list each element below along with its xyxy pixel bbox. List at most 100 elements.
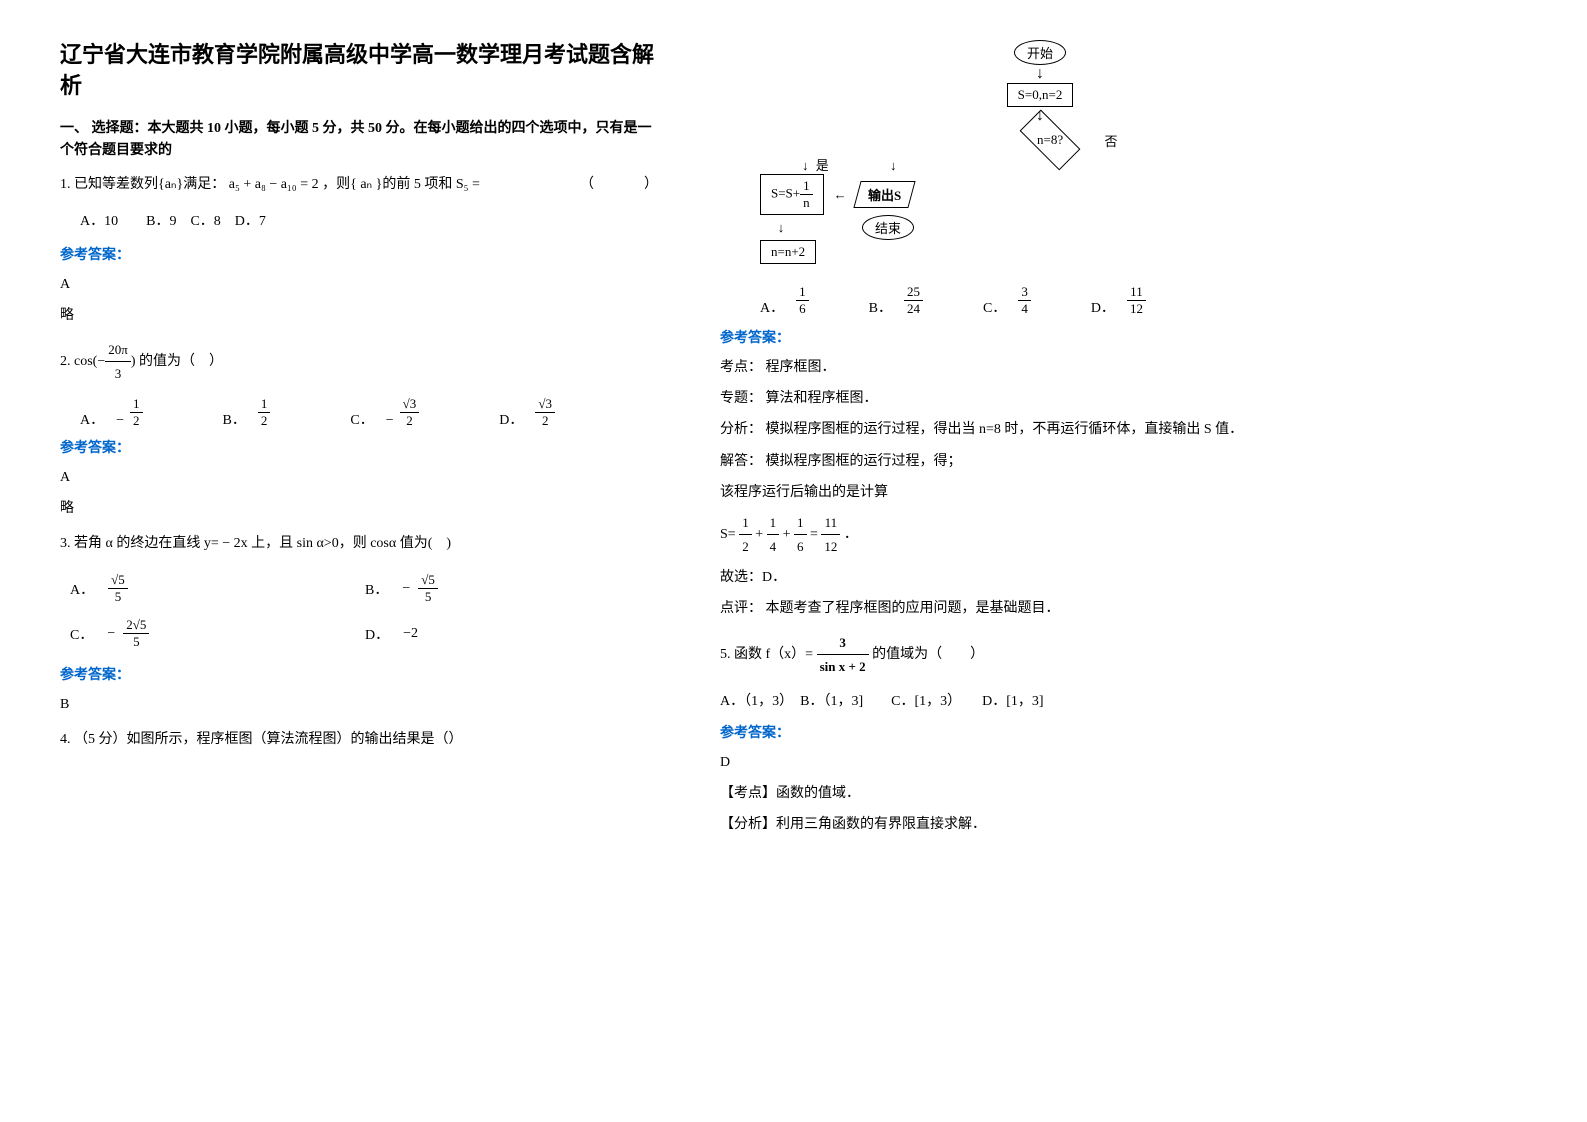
dianping-text: 本题考查了程序框图的应用问题，是基础题目． <box>766 601 1060 616</box>
q4-a-label: A． <box>760 297 784 317</box>
q3-b-den: 5 <box>418 589 438 605</box>
f1d: 2 <box>739 535 752 558</box>
q1-mid: ，则{ aₙ }的前 5 项和 <box>322 177 452 192</box>
fc-arrow-left: ← <box>834 187 847 203</box>
fc-cond-row: n=8? 否 <box>760 125 1320 155</box>
f4n: 11 <box>821 511 840 535</box>
f3n: 1 <box>794 511 807 535</box>
q1-prefix: 1. 已知等差数列{aₙ}满足： <box>60 177 225 192</box>
q3-opt-d: D． −2 <box>365 617 660 650</box>
q2-opt-b: B． 12 <box>223 396 271 429</box>
f3d: 6 <box>794 535 807 558</box>
q2-a-num: 1 <box>130 396 143 413</box>
zhuanti-label: 专题： <box>720 391 762 406</box>
q2-frac-num: 20π <box>105 338 131 362</box>
q3-c-label: C． <box>70 624 93 644</box>
section-heading: 一、 选择题：本大题共 10 小题，每小题 5 分，共 50 分。在每小题给出的… <box>60 118 660 163</box>
q2-opt-a-sign: − <box>116 413 124 429</box>
dianping-label: 点评： <box>720 601 762 616</box>
q3-d-label: D． <box>365 624 389 644</box>
q4-opt-c: C． 34 <box>983 284 1031 317</box>
q4-jieda: 解答： 模拟程序图框的运行过程，得； <box>720 449 1320 474</box>
eq: = <box>810 527 818 542</box>
fc-output: 输出S <box>853 181 915 208</box>
q2-frac: 20π3 <box>105 338 131 386</box>
q3-b-frac: √55 <box>418 572 438 605</box>
fc-update-row: S=S+1n ← 输出S <box>760 174 1320 215</box>
q4-b-frac: 2524 <box>904 284 923 317</box>
fc-output-text: 输出S <box>868 185 901 204</box>
q1-suffix: = <box>472 177 480 192</box>
fc-cond: n=8? <box>1037 132 1063 148</box>
jieda-label: 解答： <box>720 454 762 469</box>
fc-upd-num: 1 <box>800 178 813 195</box>
q3-d-text: −2 <box>403 626 418 642</box>
q2-d-num: √3 <box>535 396 555 413</box>
question-3: 3. 若角 α 的终边在直线 y= − 2x 上，且 sin α>0，则 cos… <box>60 531 660 556</box>
q4-f2: 14 <box>767 511 780 559</box>
plus2: + <box>783 527 791 542</box>
fc-arrow-down-3: ↓ <box>760 220 802 236</box>
fenxi-text: 模拟程序图框的运行过程，得出当 n=8 时，不再运行循环体，直接输出 S 值． <box>766 422 1244 437</box>
fc-no-label: 否 <box>1105 131 1118 150</box>
answer-label-3: 参考答案： <box>60 664 660 684</box>
fenxi-label: 分析： <box>720 422 762 437</box>
q4-f3: 16 <box>794 511 807 559</box>
q5-den: sin x + 2 <box>817 655 869 678</box>
q3-opt-a: A． √55 <box>70 572 365 605</box>
q5-fenxi: 【分析】利用三角函数的有界限直接求解． <box>720 812 1320 837</box>
q3-b-label: B． <box>365 579 388 599</box>
q4-b-label: B． <box>869 297 892 317</box>
document-title: 辽宁省大连市教育学院附属高级中学高一数学理月考试题含解析 <box>60 40 660 102</box>
q4-c-frac: 34 <box>1018 284 1031 317</box>
q3-b-num: √5 <box>418 572 438 589</box>
q5-frac: 3sin x + 2 <box>817 631 869 679</box>
q2-b-num: 1 <box>258 396 271 413</box>
q2-opt-d: D． √32 <box>499 396 555 429</box>
q4-dianping: 点评： 本题考查了程序框图的应用问题，是基础题目． <box>720 596 1320 621</box>
q3-a-num: √5 <box>108 572 128 589</box>
q4-opt-b: B． 2524 <box>869 284 923 317</box>
question-4: 4. （5 分）如图所示，程序框图（算法流程图）的输出结果是（） <box>60 727 660 752</box>
fc-update: S=S+1n <box>760 174 824 215</box>
q2-opt-a-frac: 12 <box>130 396 143 429</box>
q3-c-frac: 2√55 <box>123 617 149 650</box>
answer-label-5: 参考答案： <box>720 722 1320 742</box>
fc-end: 结束 <box>862 215 914 240</box>
q4-guxuan: 故选：D． <box>720 565 1320 590</box>
question-5: 5. 函数 f（x）= 3sin x + 2 的值域为（ ） <box>720 631 1320 679</box>
q3-opt-c: C． − 2√55 <box>70 617 365 650</box>
zhuanti-text: 算法和程序框图． <box>766 391 878 406</box>
fc-start-row: 开始 <box>760 40 1320 65</box>
q2-opt-a: A． − 12 <box>80 396 143 429</box>
fc-step-row: n=n+2 <box>760 240 1320 264</box>
fc-arrow-down-2: ↓ <box>890 158 897 173</box>
q4-f1: 12 <box>739 511 752 559</box>
q5-prefix: 5. 函数 f（x）= <box>720 647 813 662</box>
q2-suffix: 的值为（ ） <box>139 354 223 369</box>
q4-c-den: 4 <box>1018 301 1031 317</box>
q5-kaodian: 【考点】函数的值域． <box>720 781 1320 806</box>
f1n: 1 <box>739 511 752 535</box>
q2-close: ) <box>131 354 136 369</box>
fc-update-frac: 1n <box>800 178 813 211</box>
q2-opt-d-frac: √32 <box>535 396 555 429</box>
kaodian-text: 程序框图． <box>766 360 836 375</box>
answer-label-4: 参考答案： <box>720 327 1320 347</box>
q2-opt-b-frac: 12 <box>258 396 271 429</box>
answer-label-2: 参考答案： <box>60 437 660 457</box>
q5-options: A．（1，3） B．（1，3] C．[1，3） D．[1，3] <box>720 689 1320 714</box>
q4-b-den: 24 <box>904 301 923 317</box>
fc-step: n=n+2 <box>760 240 816 264</box>
q4-d-frac: 1112 <box>1127 284 1146 317</box>
question-2: 2. cos(−20π3) 的值为（ ） <box>60 338 660 386</box>
q1-symbol: S₅ <box>456 177 469 192</box>
q3-options: A． √55 B． − √55 C． − 2√55 D． −2 <box>70 566 660 656</box>
q4-opt-d: D． 1112 <box>1091 284 1146 317</box>
q5-num: 3 <box>817 631 869 655</box>
q5-suffix: 的值域为（ ） <box>872 647 984 662</box>
fc-start: 开始 <box>1014 40 1066 65</box>
q2-a-den: 2 <box>130 413 143 429</box>
fc-end-row: ↓ 结束 <box>760 215 1320 240</box>
fc-update-prefix: S=S+ <box>771 185 800 200</box>
